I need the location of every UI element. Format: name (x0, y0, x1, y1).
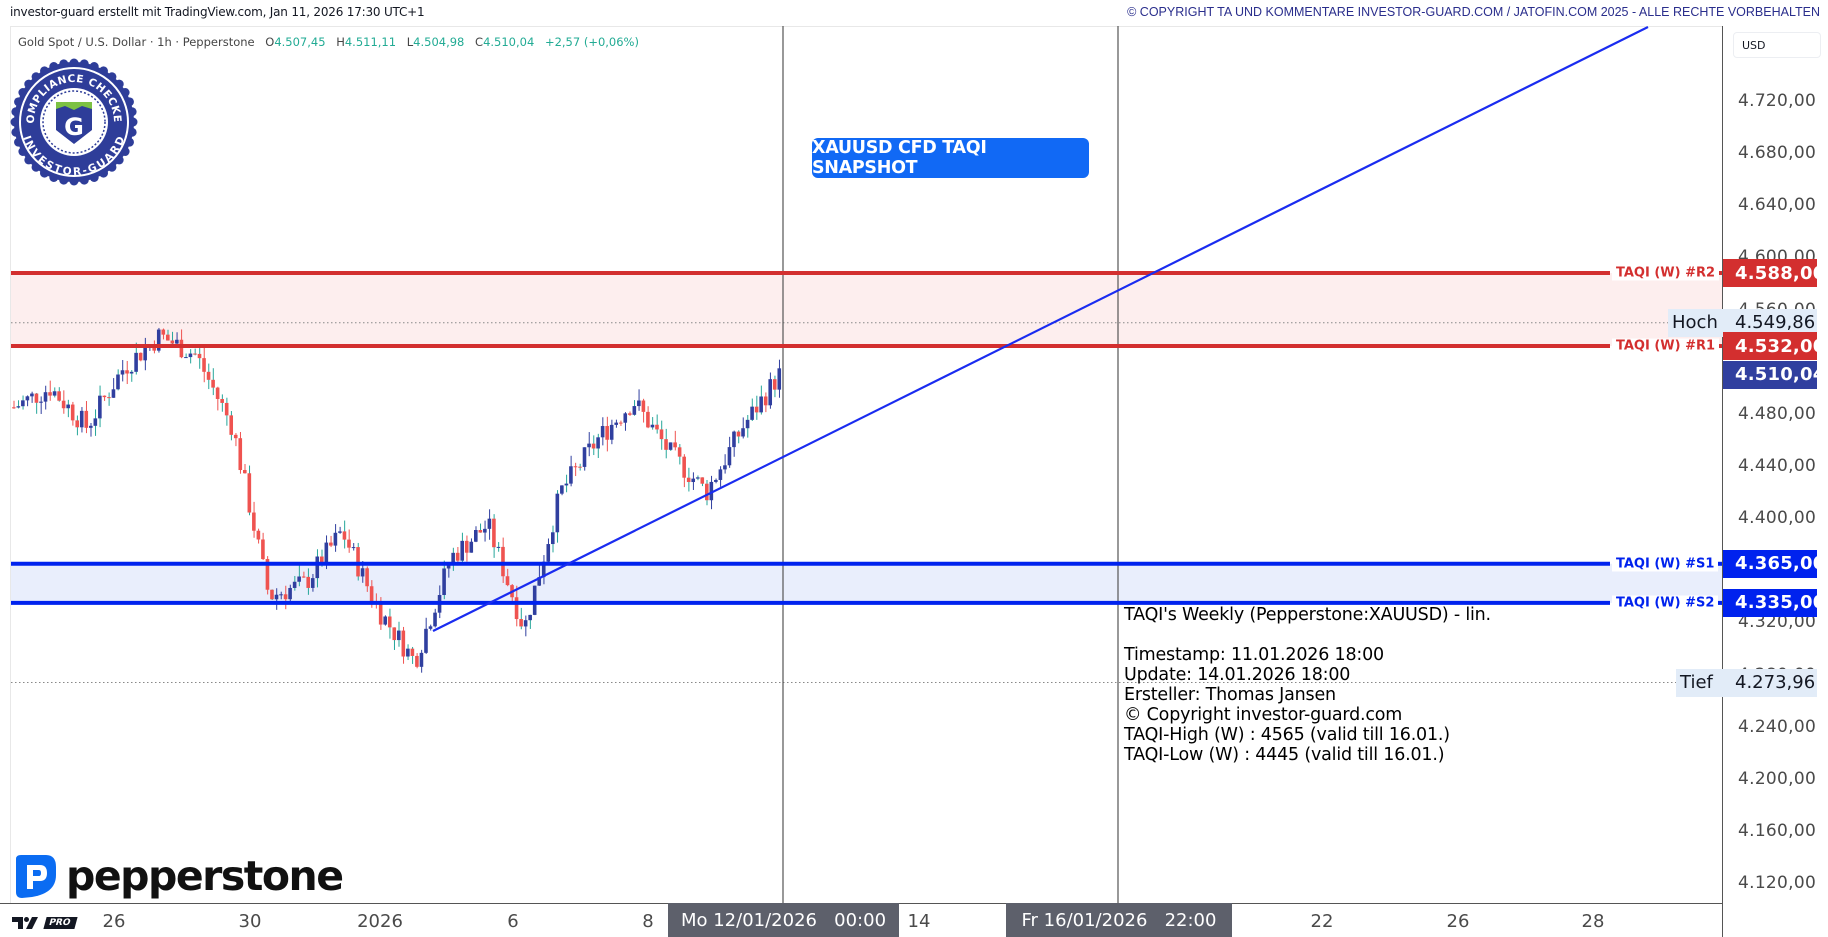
copyright-notice: © COPYRIGHT TA UND KOMMENTARE INVESTOR-G… (1127, 5, 1820, 19)
r1-label: TAQI (W) #R1 (1612, 338, 1720, 354)
close-label: C (475, 35, 484, 49)
price-tick-label: 4.720,00 (1738, 90, 1817, 111)
r2-price-tag: 4.588,00 (1723, 259, 1825, 287)
time-label: 22 (1310, 911, 1334, 932)
price-tick-label: 4.320,00 (1738, 612, 1817, 633)
chart-credit: investor-guard erstellt mit TradingView.… (10, 5, 425, 19)
close-value: 4.510,04 (483, 35, 535, 49)
high-label: H (336, 35, 345, 49)
low-marker: Tief (1676, 668, 1723, 697)
price-tick-label: 4.640,00 (1738, 195, 1817, 216)
s1-price-tag: 4.365,00 (1723, 549, 1825, 578)
change-value: +2,57 (+0,06%) (544, 35, 639, 49)
price-tick-label: 4.480,00 (1738, 403, 1817, 424)
time-label: 30 (238, 911, 262, 932)
chart-pane[interactable] (10, 26, 1722, 903)
resistance-zone (11, 273, 1722, 347)
currency-selector[interactable]: USD (1733, 32, 1821, 58)
time-label: 2026 (357, 911, 403, 932)
price-tick-label: 4.200,00 (1738, 768, 1817, 789)
pepperstone-wordmark: pepperstone (66, 852, 344, 900)
candlestick-series (12, 327, 782, 673)
snapshot-button[interactable]: XAUUSD CFD TAQI SNAPSHOT (812, 138, 1089, 178)
time-label: 26 (102, 911, 126, 932)
tradingview-logo: PRO (12, 916, 78, 930)
last-price-tag: 4.510,04 (1723, 360, 1825, 389)
low-value: 4.504,98 (413, 35, 465, 49)
badge-letter: G (64, 113, 84, 141)
pepperstone-p-icon (16, 855, 56, 898)
time-label: 6 (507, 911, 519, 932)
time-label: 8 (642, 911, 654, 932)
price-chart-plot[interactable] (0, 0, 1722, 903)
tradingview-icon (12, 917, 38, 929)
price-axis[interactable] (1722, 26, 1828, 937)
time-label: 14 (907, 911, 931, 932)
time-marker-1: Mo 12/01/2026 00:00 (668, 903, 899, 937)
header-bar: investor-guard erstellt mit TradingView.… (0, 0, 1828, 26)
time-label: 28 (1581, 911, 1605, 932)
price-tick-label: 4.160,00 (1738, 821, 1817, 842)
r2-label: TAQI (W) #R2 (1612, 265, 1720, 281)
time-marker-2: Fr 16/01/2026 22:00 (1006, 903, 1232, 937)
pepperstone-logo: pepperstone (12, 852, 344, 900)
s1-label: TAQI (W) #S1 (1612, 556, 1719, 572)
price-tick-label: 4.400,00 (1738, 508, 1817, 529)
s2-label: TAQI (W) #S2 (1612, 595, 1719, 611)
r1-price-tag: 4.532,00 (1723, 332, 1825, 361)
pro-badge: PRO (43, 917, 78, 929)
compliance-badge-icon: COMPLIANCE CHECKED INVESTOR-GUARD G (10, 58, 138, 186)
price-tick-label: 4.440,00 (1738, 455, 1817, 476)
symbol-title: Gold Spot / U.S. Dollar · 1h · Peppersto… (18, 35, 255, 49)
trendline[interactable] (432, 26, 1649, 632)
price-tick-label: 4.240,00 (1738, 716, 1817, 737)
low-marker-label: Tief (1680, 672, 1713, 693)
open-value: 4.507,45 (274, 35, 326, 49)
low-marker-value: 4.273,96 (1723, 668, 1817, 697)
s2-price-tag: 4.335,00 (1723, 588, 1825, 617)
high-marker: Hoch (1668, 308, 1723, 337)
price-tick-label: 4.120,00 (1738, 873, 1817, 894)
price-tick-label: 4.680,00 (1738, 143, 1817, 164)
ohlc-legend: Gold Spot / U.S. Dollar · 1h · Peppersto… (18, 35, 639, 49)
taqi-info-box: TAQI's Weekly (Pepperstone:XAUUSD) - lin… (1124, 605, 1491, 765)
time-label: 26 (1446, 911, 1470, 932)
low-label: L (406, 35, 414, 49)
high-marker-label: Hoch (1672, 312, 1718, 334)
open-label: O (265, 35, 275, 49)
high-value: 4.511,11 (344, 35, 397, 49)
